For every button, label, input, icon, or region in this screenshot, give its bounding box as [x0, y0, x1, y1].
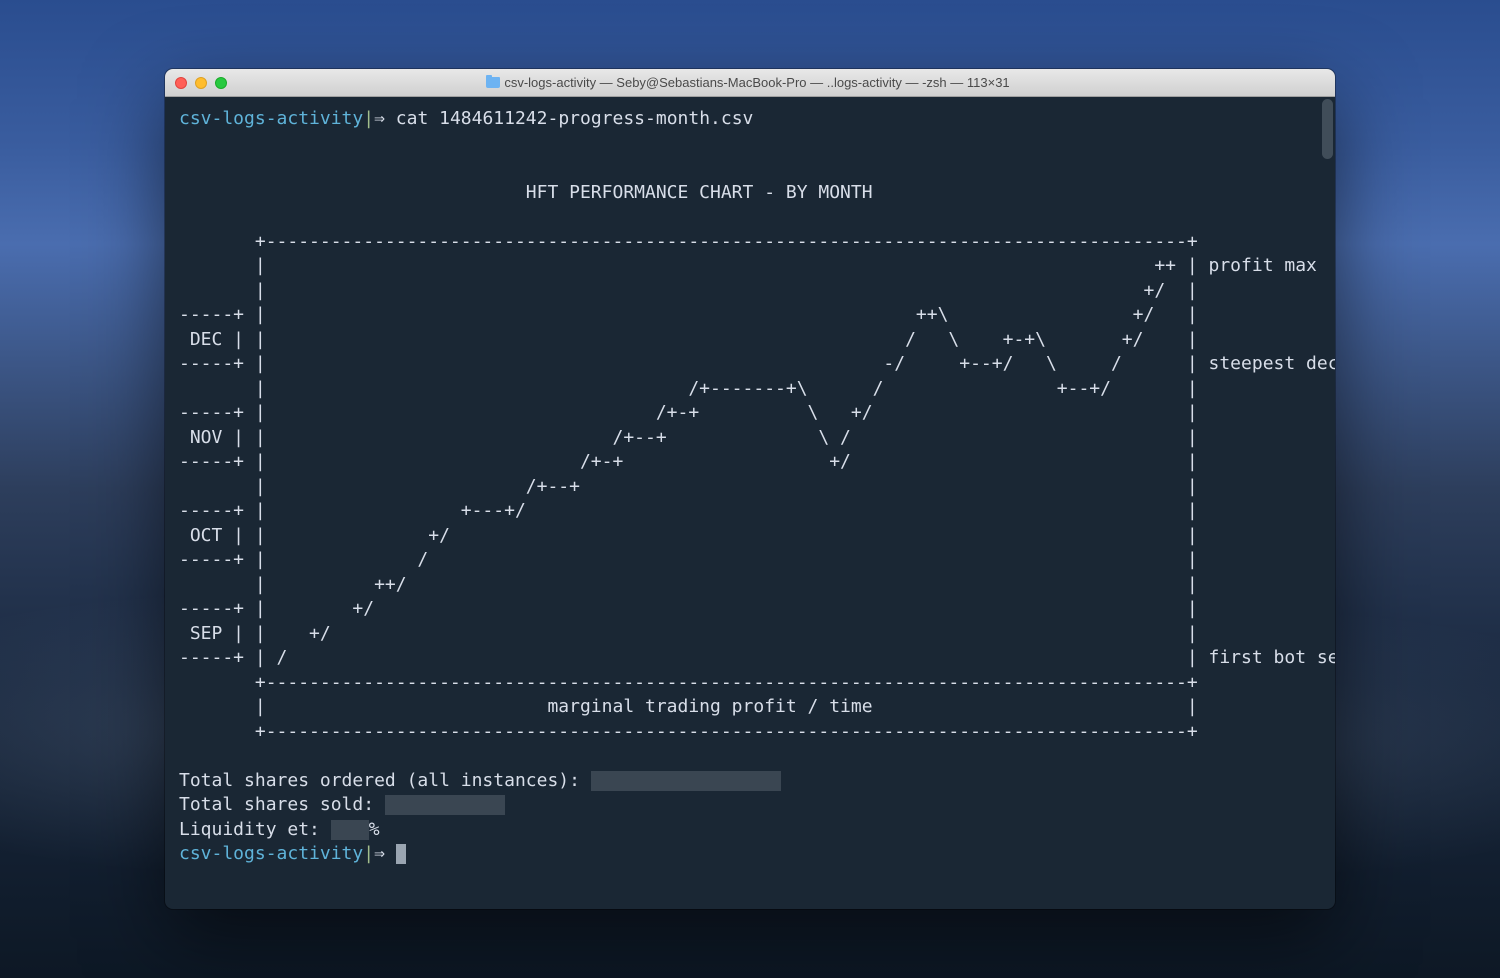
terminal-window: csv-logs-activity — Seby@Sebastians-MacB… — [165, 69, 1335, 909]
prompt-line-2: csv-logs-activity|⇒ — [179, 842, 1321, 867]
chart-row: +---------------------------------------… — [179, 230, 1321, 255]
stats-label-3: Liquidity et: — [179, 819, 331, 840]
chart-row: | marginal trading profit / time | — [179, 695, 1321, 720]
chart-row: -----+ | -/ +--+/ \ / | steepest decline — [179, 352, 1321, 377]
chart-row: -----+ | ++\ +/ | — [179, 303, 1321, 328]
chart-row: SEP | | +/ | — [179, 622, 1321, 647]
chart-row: | ++ | profit max — [179, 254, 1321, 279]
blank-line — [179, 132, 1321, 157]
prompt-arrow: ⇒ — [374, 108, 385, 129]
command-text: cat 1484611242-progress-month.csv — [396, 108, 754, 129]
redacted-value — [385, 795, 505, 815]
chart-row: | /+--+ | — [179, 475, 1321, 500]
prompt-space — [385, 108, 396, 129]
folder-icon — [486, 77, 500, 88]
prompt-dir: csv-logs-activity — [179, 843, 363, 864]
cursor[interactable] — [396, 844, 406, 864]
chart-title-line: HFT PERFORMANCE CHART - BY MONTH — [179, 181, 1321, 206]
stats-line-1: Total shares ordered (all instances): — [179, 769, 1321, 794]
blank-line — [179, 205, 1321, 230]
prompt-sep: | — [363, 843, 374, 864]
stats-label-1: Total shares ordered (all instances): — [179, 770, 591, 791]
scrollbar-track[interactable] — [1320, 97, 1335, 909]
chart-row: -----+ | / | — [179, 548, 1321, 573]
chart-row: NOV | | /+--+ \ / | — [179, 426, 1321, 451]
stats-line-3: Liquidity et: % — [179, 818, 1321, 843]
chart-row: +---------------------------------------… — [179, 720, 1321, 745]
stats-line-2: Total shares sold: — [179, 793, 1321, 818]
window-title: csv-logs-activity — Seby@Sebastians-MacB… — [171, 75, 1325, 90]
chart-row: | /+-------+\ / +--+/ | — [179, 377, 1321, 402]
window-title-text: csv-logs-activity — Seby@Sebastians-MacB… — [504, 75, 1009, 90]
chart-row: DEC | | / \ +-+\ +/ | — [179, 328, 1321, 353]
prompt-line-1: csv-logs-activity|⇒ cat 1484611242-progr… — [179, 107, 1321, 132]
chart-row: OCT | | +/ | — [179, 524, 1321, 549]
prompt-arrow: ⇒ — [374, 843, 385, 864]
chart-row: | +/ | — [179, 279, 1321, 304]
blank-line — [179, 744, 1321, 769]
chart-title: HFT PERFORMANCE CHART - BY MONTH — [526, 182, 873, 203]
redacted-value — [331, 820, 369, 840]
chart-row: -----+ | /+-+ \ +/ | — [179, 401, 1321, 426]
blank-line — [179, 156, 1321, 181]
chart-row: -----+ | /+-+ +/ | — [179, 450, 1321, 475]
chart-row: -----+ | +/ | — [179, 597, 1321, 622]
chart-row: +---------------------------------------… — [179, 671, 1321, 696]
stats-label-2: Total shares sold: — [179, 794, 385, 815]
window-titlebar[interactable]: csv-logs-activity — Seby@Sebastians-MacB… — [165, 69, 1335, 97]
chart-row: -----+ | / | first bot session — [179, 646, 1321, 671]
redacted-value — [591, 771, 781, 791]
terminal-body[interactable]: csv-logs-activity|⇒ cat 1484611242-progr… — [165, 97, 1335, 909]
chart-row: | ++/ | — [179, 573, 1321, 598]
chart-row: -----+ | +---+/ | — [179, 499, 1321, 524]
prompt-sep: | — [363, 108, 374, 129]
scrollbar-thumb[interactable] — [1322, 99, 1333, 159]
prompt-space — [385, 843, 396, 864]
stats-suffix-3: % — [369, 819, 380, 840]
prompt-dir: csv-logs-activity — [179, 108, 363, 129]
